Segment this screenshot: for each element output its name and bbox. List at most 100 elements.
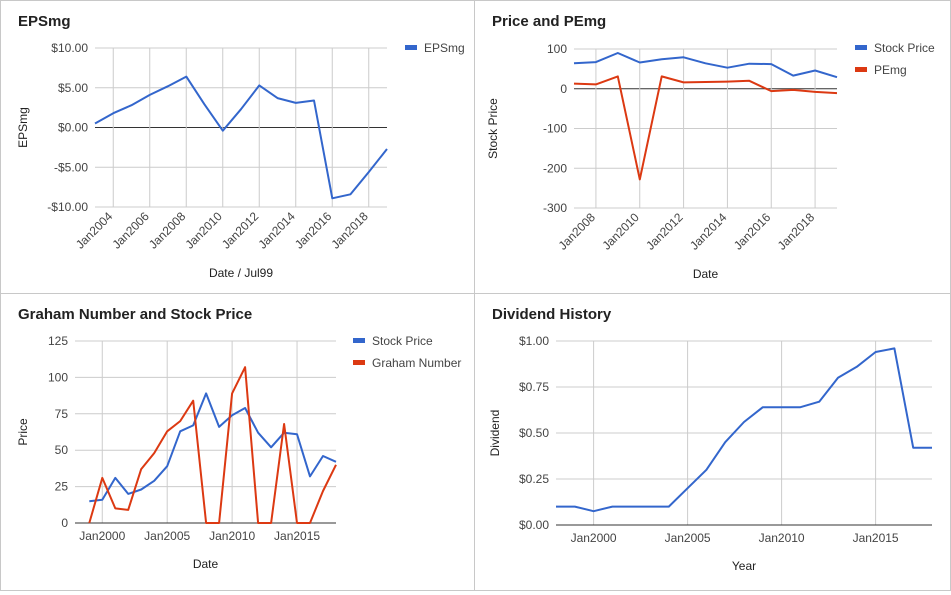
data-point <box>666 504 671 509</box>
data-point <box>817 399 822 404</box>
data-point <box>293 100 298 105</box>
chart-title: Graham Number and Stock Price <box>18 306 253 323</box>
series-line-epsmg <box>94 75 388 200</box>
data-point <box>385 147 390 152</box>
data-point <box>178 429 183 434</box>
panel-graham: Graham Number and Stock Price 0 25 50 75 100… <box>0 293 475 591</box>
data-point <box>321 489 326 494</box>
data-point <box>166 84 171 89</box>
data-point <box>798 405 803 410</box>
data-point <box>93 121 98 126</box>
data-point <box>330 196 335 201</box>
data-point <box>147 92 152 97</box>
data-point <box>295 521 300 526</box>
data-point <box>813 89 818 94</box>
data-point <box>779 405 784 410</box>
data-point <box>769 89 774 94</box>
data-point <box>100 497 105 502</box>
x-tick-label: Jan2000 <box>571 531 617 545</box>
data-point <box>275 96 280 101</box>
data-point <box>295 432 300 437</box>
series-line-pemg <box>573 75 838 181</box>
y-tick-label: 25 <box>55 480 69 494</box>
y-tick-label: -$10.00 <box>47 200 88 214</box>
data-point <box>87 499 92 504</box>
data-point <box>243 365 248 370</box>
y-tick-label: -300 <box>543 201 567 215</box>
x-tick-label: Jan2010 <box>209 529 255 543</box>
y-axis-title: Stock Price <box>486 98 500 159</box>
data-point <box>321 454 326 459</box>
chart-title: Price and PEmg <box>492 13 607 30</box>
data-point <box>681 55 686 60</box>
y-tick-label: $0.00 <box>58 121 88 135</box>
y-tick-label: -100 <box>543 122 567 136</box>
data-point <box>204 521 209 526</box>
x-tick-label: Jan2016 <box>292 209 335 252</box>
data-point <box>113 475 118 480</box>
data-point <box>204 391 209 396</box>
y-tick-label: -$5.00 <box>54 160 88 174</box>
data-point <box>217 521 222 526</box>
data-point <box>637 177 642 182</box>
data-point <box>572 81 577 86</box>
y-tick-label: $0.75 <box>519 380 549 394</box>
x-tick-label: Jan2008 <box>556 210 599 253</box>
panel-price-pemg: Price and PEmg 100 0 -100 -200 -300 Jan2008 Ja… <box>474 0 951 294</box>
data-point <box>184 74 189 79</box>
legend-label: Stock Price <box>372 334 433 348</box>
data-point <box>760 405 765 410</box>
data-point <box>165 429 170 434</box>
data-point <box>269 521 274 526</box>
epsmg-chart: $10.00$5.00$0.00-$5.00-$10.00Jan2004Jan2… <box>16 41 465 280</box>
x-tick-label: Jan2006 <box>109 209 152 252</box>
x-tick-label: Jan2005 <box>144 529 190 543</box>
data-point <box>930 445 935 450</box>
data-point <box>813 68 818 73</box>
y-tick-label: 50 <box>55 443 69 457</box>
data-point <box>152 478 157 483</box>
data-point <box>769 62 774 67</box>
data-point <box>836 375 841 380</box>
data-point <box>152 451 157 456</box>
y-tick-label: 100 <box>48 370 68 384</box>
x-tick-label: Jan2012 <box>219 209 262 252</box>
data-point <box>269 445 274 450</box>
data-point <box>637 60 642 65</box>
data-point <box>217 424 222 429</box>
data-point <box>725 79 730 84</box>
x-axis-title: Date / Jul99 <box>209 266 273 280</box>
legend-swatch <box>855 45 867 50</box>
data-point <box>725 65 730 70</box>
data-point <box>243 406 248 411</box>
x-tick-label: Jan2005 <box>665 531 711 545</box>
y-axis-title: Price <box>16 418 30 446</box>
data-point <box>129 103 134 108</box>
data-point <box>593 60 598 65</box>
data-point <box>312 98 317 103</box>
y-axis-title: EPSmg <box>16 107 30 148</box>
data-point <box>239 107 244 112</box>
data-point <box>593 82 598 87</box>
y-tick-label: $5.00 <box>58 81 88 95</box>
y-tick-label: -200 <box>543 161 567 175</box>
x-tick-label: Jan2015 <box>853 531 899 545</box>
series-line-stock-price <box>89 392 337 503</box>
data-point <box>685 486 690 491</box>
data-point <box>572 61 577 66</box>
y-tick-label: $10.00 <box>51 41 88 55</box>
data-point <box>873 350 878 355</box>
data-point <box>704 467 709 472</box>
x-tick-label: Jan2010 <box>759 531 805 545</box>
legend-label: EPSmg <box>424 41 465 55</box>
data-point <box>659 57 664 62</box>
data-point <box>334 462 339 467</box>
data-point <box>282 422 287 427</box>
x-axis-title: Year <box>732 559 756 573</box>
legend-swatch <box>855 67 867 72</box>
x-tick-label: Jan2014 <box>255 209 298 252</box>
data-point <box>854 364 859 369</box>
data-point <box>178 419 183 424</box>
data-point <box>572 504 577 509</box>
